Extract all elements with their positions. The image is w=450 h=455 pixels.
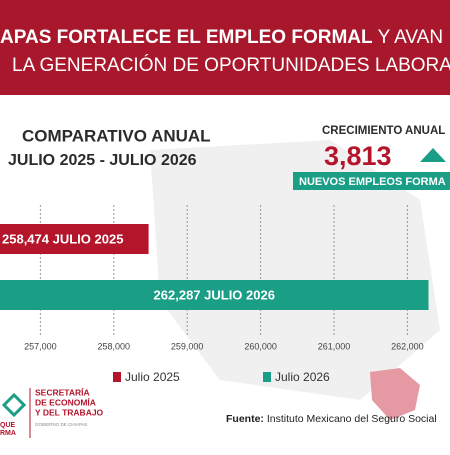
map-watermark xyxy=(150,140,440,400)
growth-caption: NUEVOS EMPLEOS FORMA xyxy=(299,176,446,188)
source-label: Fuente: xyxy=(226,413,264,425)
header-line: APAS FORTALECE EL EMPLEO FORMAL Y AVAN xyxy=(0,27,443,48)
state-map xyxy=(370,368,420,420)
value-label: 262,287 JULIO 2026 xyxy=(154,287,275,302)
x-tick-label: 260,000 xyxy=(244,341,277,351)
x-tick-label: 262,000 xyxy=(391,341,424,351)
legend-label: Julio 2026 xyxy=(275,370,330,384)
legend-swatch xyxy=(113,372,121,382)
growth-banner xyxy=(293,172,450,190)
legend-swatch xyxy=(263,372,271,382)
logo-text: RMA xyxy=(0,430,16,437)
logo-mark xyxy=(1,392,27,418)
x-tick-label: 257,000 xyxy=(24,341,57,351)
source: Fuente: Instituto Mexicano del Seguro So… xyxy=(226,413,437,425)
logo: QUE RMA SECRETARÍA DE ECONOMÍA Y DEL TRA… xyxy=(0,387,104,438)
legend-label: Julio 2025 xyxy=(125,370,180,384)
plot: 257,000 258,000 259,000 260,000 261,000 262,0… xyxy=(0,205,429,384)
chart-title: COMPARATIVO ANUAL xyxy=(22,126,211,145)
header-line: LA GENERACIÓN DE OPORTUNIDADES LABORA xyxy=(12,54,450,76)
header-rest: Y AVAN xyxy=(378,27,443,48)
growth-value: 3,813 xyxy=(324,141,392,171)
source-text: Instituto Mexicano del Seguro Social xyxy=(267,413,437,425)
logo-text: Y DEL TRABAJO xyxy=(35,407,104,417)
logo-text: QUE xyxy=(0,422,16,429)
bar xyxy=(0,280,429,310)
growth-title: CRECIMIENTO ANUAL xyxy=(322,125,445,137)
value-label: 258,474 JULIO 2025 xyxy=(2,231,123,246)
header-band xyxy=(0,0,450,95)
growth-arrow xyxy=(420,148,446,162)
x-tick-label: 259,000 xyxy=(171,341,204,351)
x-tick-label: 258,000 xyxy=(98,341,131,351)
logo-small: GOBIERNO DE CHIAPAS xyxy=(35,422,87,427)
x-tick-label: 261,000 xyxy=(318,341,351,351)
header-bold: APAS FORTALECE EL EMPLEO FORMAL xyxy=(0,27,373,48)
bar xyxy=(0,224,149,254)
logo-text: SECRETARÍA xyxy=(35,387,90,397)
chart-subtitle: JULIO 2025 - JULIO 2026 xyxy=(8,152,197,169)
logo-text: DE ECONOMÍA xyxy=(35,397,96,407)
